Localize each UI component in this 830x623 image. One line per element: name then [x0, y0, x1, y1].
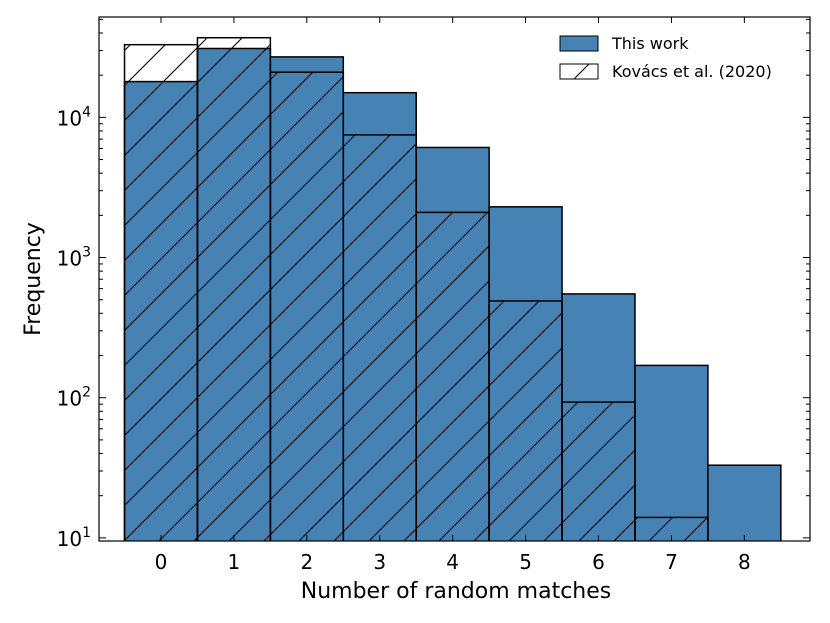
x-tick-label: 8 — [738, 550, 751, 574]
bar-kovacs-7 — [634, 516, 709, 541]
x-tick-label: 4 — [446, 550, 459, 574]
y-tick-label: 104 — [57, 104, 91, 130]
legend-label-this-work: This work — [611, 34, 689, 53]
legend-label-kovacs: Kovács et al. (2020) — [612, 62, 772, 81]
legend: This work Kovács et al. (2020) — [559, 34, 772, 81]
x-axis-label: Number of random matches — [301, 579, 611, 604]
legend-swatch-kovacs-hatch — [573, 63, 590, 80]
bar-this-work-8 — [707, 464, 782, 541]
x-tick-label: 6 — [592, 550, 605, 574]
x-tick-label: 1 — [228, 550, 241, 574]
y-tick-label: 101 — [57, 525, 91, 551]
bar-kovacs-0 — [123, 43, 199, 541]
bar-kovacs-2 — [269, 71, 345, 541]
bar-kovacs-4 — [415, 211, 490, 541]
legend-swatch-kovacs — [559, 63, 599, 80]
x-tick-label: 7 — [665, 550, 678, 574]
x-tick-label: 2 — [300, 550, 313, 574]
bar-kovacs-5 — [488, 300, 563, 541]
y-tick-label: 103 — [57, 245, 91, 271]
x-tick-label: 0 — [155, 550, 168, 574]
bar-this-work-7 — [634, 364, 709, 541]
kovacs-bars — [123, 36, 709, 541]
bar-kovacs-6 — [561, 401, 636, 541]
x-tick-label: 5 — [519, 550, 532, 574]
bar-kovacs-1 — [196, 36, 272, 541]
bar-kovacs-3 — [342, 134, 417, 541]
x-axis-ticks: 0 1 2 3 4 5 6 7 8 — [155, 17, 751, 574]
legend-swatch-this-work — [559, 35, 599, 52]
y-axis-label: Frequency — [21, 222, 46, 336]
x-tick-label: 3 — [373, 550, 386, 574]
y-tick-label: 102 — [57, 385, 91, 411]
y-axis-ticks: 101 102 103 104 — [57, 18, 810, 551]
